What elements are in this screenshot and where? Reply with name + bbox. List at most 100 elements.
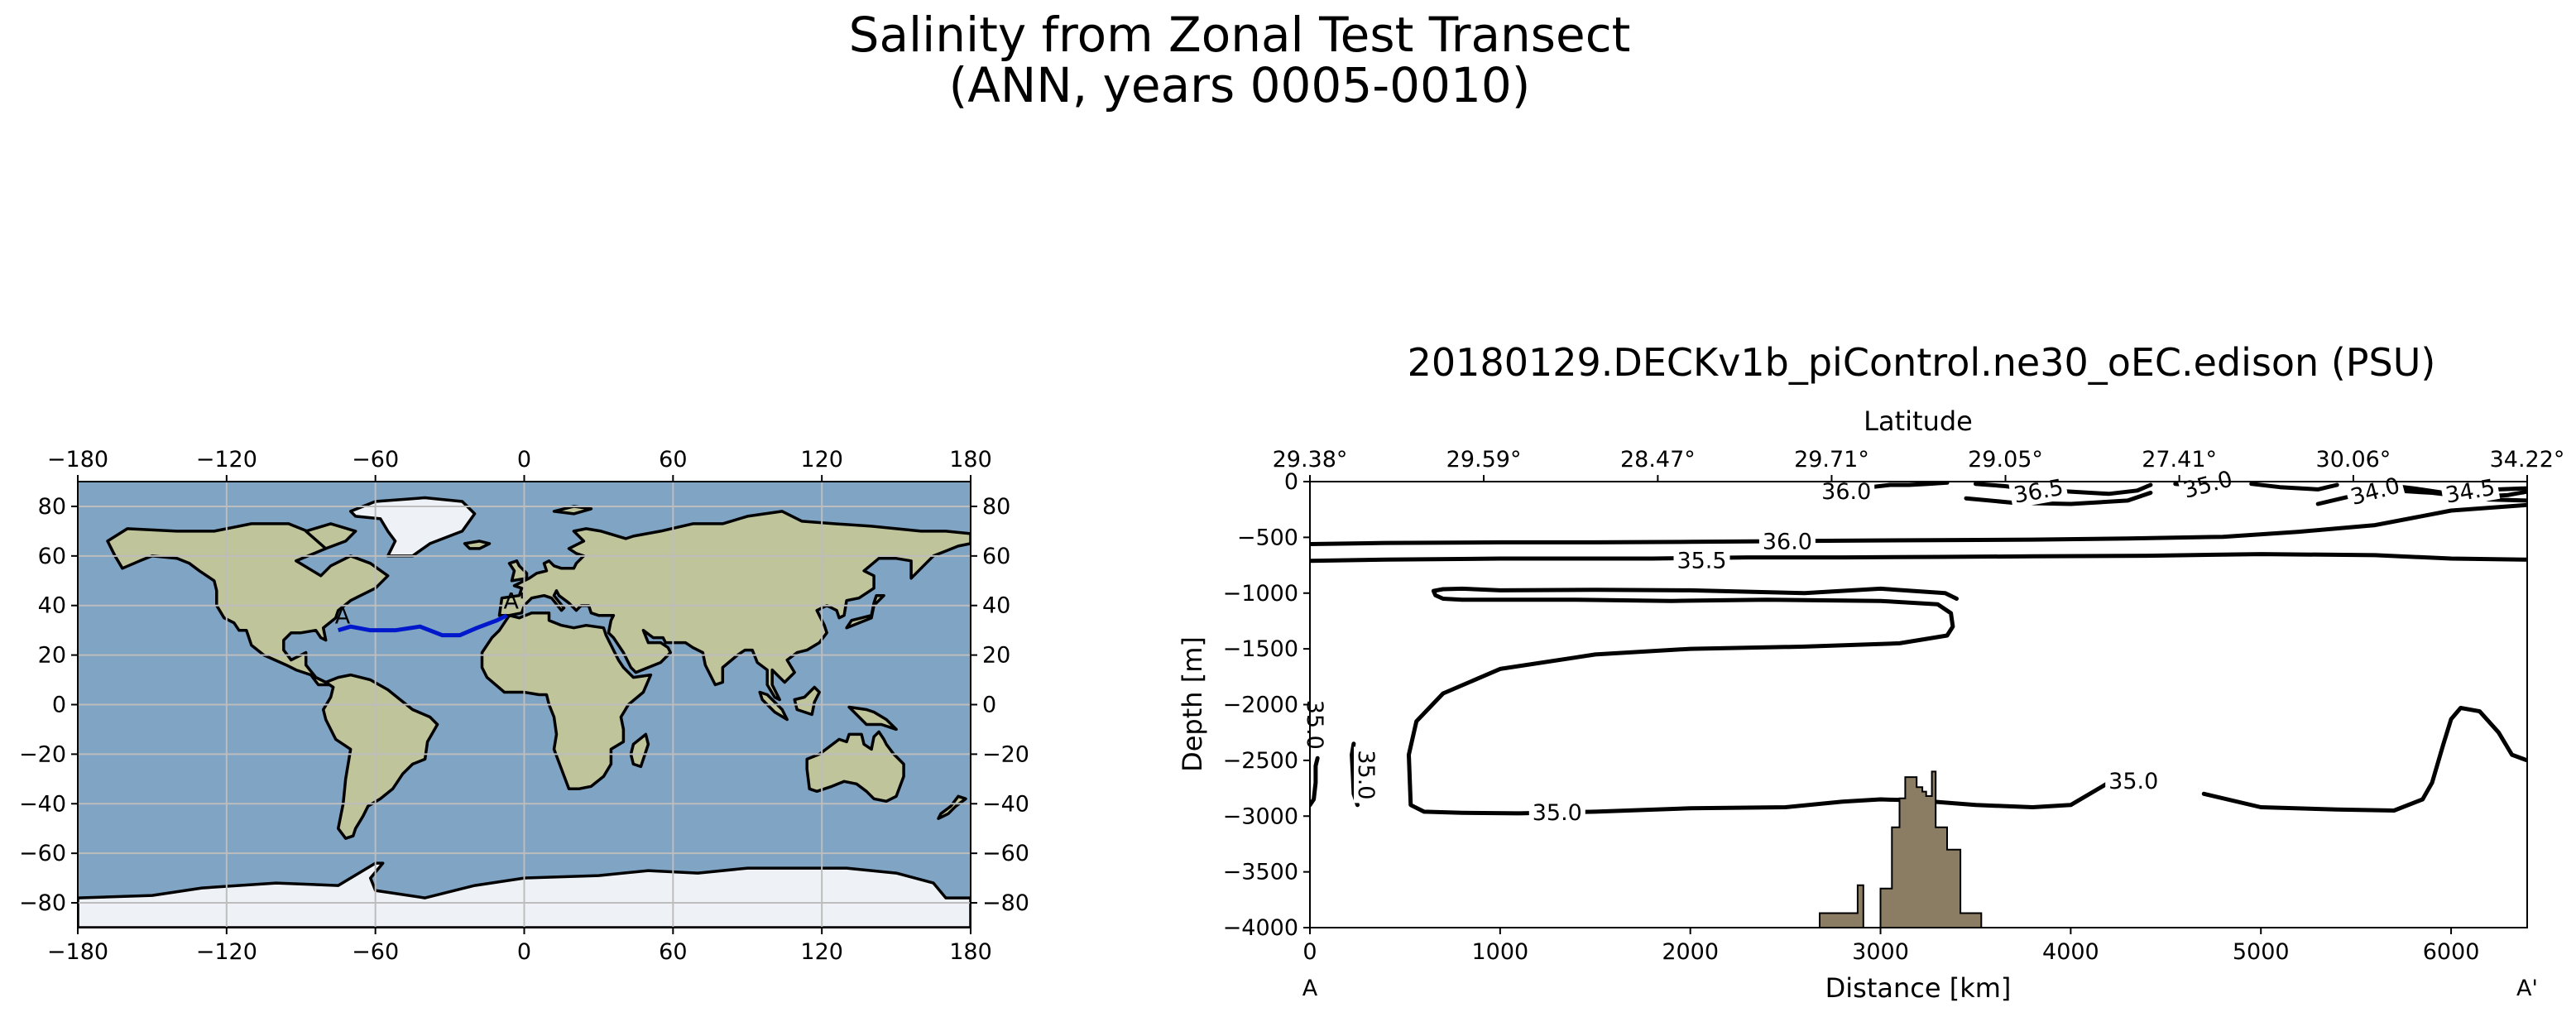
start-point-label: A xyxy=(1302,976,1318,1001)
map-lon-tick-bottom: 0 xyxy=(517,939,531,965)
latitude-tick-label: 34.22° xyxy=(2490,447,2565,473)
map-lat-tick-left: −40 xyxy=(19,791,66,817)
latitude-tick-label: 27.41° xyxy=(2142,447,2217,473)
depth-tick-label: −500 xyxy=(1237,525,1298,550)
map-lat-tick-right: 0 xyxy=(982,693,996,718)
contour-line-35.0 xyxy=(1310,756,1320,808)
map-lon-tick-bottom: −180 xyxy=(47,939,108,965)
contour-label-bg xyxy=(1354,746,1382,804)
transect-tick-labels: 0 1000 2000 3000 4000 5000 6000 0 −500 −1000 −1500… xyxy=(1223,447,2565,965)
x-axis-label: Distance [km] xyxy=(1825,972,2012,1004)
map-lat-tick-right: −40 xyxy=(982,791,1029,817)
y-axis-label: Depth [m] xyxy=(1177,636,1208,772)
latitude-tick-label: 30.06° xyxy=(2316,447,2391,473)
contour-label-bg xyxy=(1758,525,1816,554)
map-lat-tick-left: 0 xyxy=(52,693,66,718)
transect-title: 20180129.DECKv1b_piControl.ne30_oEC.edis… xyxy=(1408,340,2436,385)
contour-label: 36.0 xyxy=(1758,525,1816,554)
contour-label-text: 35.0 xyxy=(1302,700,1327,750)
contour-label-text: 36.0 xyxy=(1821,479,1871,505)
latitude-tick-label: 29.05° xyxy=(1968,447,2043,473)
map-lat-tick-left: 60 xyxy=(38,544,66,569)
salinity-contours xyxy=(1310,482,2527,816)
figure-title-line1: Salinity from Zonal Test Transect xyxy=(849,7,1631,63)
latitude-axis-label: Latitude xyxy=(1864,405,1973,437)
end-point-label: A' xyxy=(2516,976,2538,1001)
landmass-iceland xyxy=(463,540,492,550)
contour-label-bg xyxy=(2105,765,2162,794)
map-lon-tick-top: 0 xyxy=(517,447,531,473)
transect-end-label: A' xyxy=(504,589,525,615)
map-lat-tick-left: −60 xyxy=(19,841,66,866)
contour-label: 35.5 xyxy=(1673,544,1730,573)
contour-line-36.5 xyxy=(1974,482,2153,497)
map-lon-tick-top: −180 xyxy=(47,447,108,473)
contour-line-35.5 xyxy=(1310,552,2527,564)
map-lon-tick-top: −60 xyxy=(352,447,399,473)
contour-label: 36.0 xyxy=(1818,475,1875,505)
contour-label-text: 34.0 xyxy=(2348,473,2402,511)
contour-label-bg xyxy=(1528,796,1585,825)
map-lon-tick-bottom: 180 xyxy=(949,939,992,965)
distance-tick-label: 6000 xyxy=(2423,939,2480,965)
contour-label: 35.0 xyxy=(2105,765,2162,794)
contour-label-bg xyxy=(2439,471,2501,509)
contour-line-35.0 xyxy=(2201,706,2527,813)
map-lon-tick-top: 120 xyxy=(800,447,843,473)
distance-tick-label: 3000 xyxy=(1852,939,1909,965)
contour-label-bg xyxy=(2008,471,2069,509)
contour-label: 34.5 xyxy=(2439,471,2501,509)
landmass-japan xyxy=(845,593,885,630)
map-panel: A A' −180 −180 −120 −120 −60 −60 0 0 60 60 120 120 1… xyxy=(19,447,1029,965)
map-gridlines xyxy=(78,482,971,928)
depth-tick-label: −2500 xyxy=(1223,748,1298,774)
latitude-tick-label: 28.47° xyxy=(1620,447,1696,473)
distance-tick-label: 1000 xyxy=(1471,939,1528,965)
map-lon-tick-bottom: −120 xyxy=(196,939,257,965)
map-lat-tick-right: 80 xyxy=(982,494,1010,520)
depth-tick-label: −1500 xyxy=(1223,636,1298,662)
map-lat-tick-right: 40 xyxy=(982,593,1010,619)
figure-title-line2: (ANN, years 0005-0010) xyxy=(949,57,1531,113)
distance-tick-label: 0 xyxy=(1302,939,1317,965)
map-lat-tick-left: 20 xyxy=(38,643,66,669)
depth-tick-label: 0 xyxy=(1284,469,1298,495)
map-lat-tick-right: 20 xyxy=(982,643,1010,669)
map-lon-tick-bottom: −60 xyxy=(352,939,399,965)
contour-label-text: 35.0 xyxy=(2108,769,2158,794)
contour-line-35.5 xyxy=(2249,482,2339,492)
map-lat-tick-right: 60 xyxy=(982,544,1010,569)
map-lon-tick-bottom: 120 xyxy=(800,939,843,965)
contour-label-bg xyxy=(1673,544,1730,573)
contour-line-35.0 xyxy=(1407,586,2111,816)
map-lon-tick-top: 60 xyxy=(659,447,687,473)
transect-start-label: A xyxy=(335,604,351,630)
latitude-tick-label: 29.38° xyxy=(1273,447,1348,473)
distance-tick-label: 5000 xyxy=(2233,939,2290,965)
landmass-greenland xyxy=(348,496,477,558)
depth-tick-label: −4000 xyxy=(1223,915,1298,941)
landmass-great-britain xyxy=(507,559,529,583)
depth-tick-label: −3000 xyxy=(1223,804,1298,829)
landmass-new-guinea xyxy=(847,705,898,732)
seafloor-topography xyxy=(1819,770,1983,928)
contour-label-bg xyxy=(1818,475,1875,504)
map-lon-tick-top: −120 xyxy=(196,447,257,473)
contour-label: 35.0 xyxy=(1528,796,1585,826)
contour-line-36.5 xyxy=(1964,491,2153,506)
depth-tick-label: −3500 xyxy=(1223,860,1298,885)
landmass-south-america xyxy=(321,673,439,840)
map-lat-tick-left: 40 xyxy=(38,593,66,619)
transect-line xyxy=(337,613,508,638)
landmass-sumatra xyxy=(758,690,789,722)
contour-label-text: 35.0 xyxy=(1353,750,1379,799)
landmass-svalbard xyxy=(552,505,593,516)
landmass-borneo xyxy=(793,685,821,717)
landmass-new-zealand xyxy=(937,794,967,820)
map-lon-tick-bottom: 60 xyxy=(659,939,687,965)
map-lat-tick-left: −80 xyxy=(19,890,66,916)
contour-label: 35.0 xyxy=(1353,746,1382,804)
map-lat-tick-left: 80 xyxy=(38,494,66,520)
transect-panel: 20180129.DECKv1b_piControl.ne30_oEC.edis… xyxy=(1177,340,2564,1004)
